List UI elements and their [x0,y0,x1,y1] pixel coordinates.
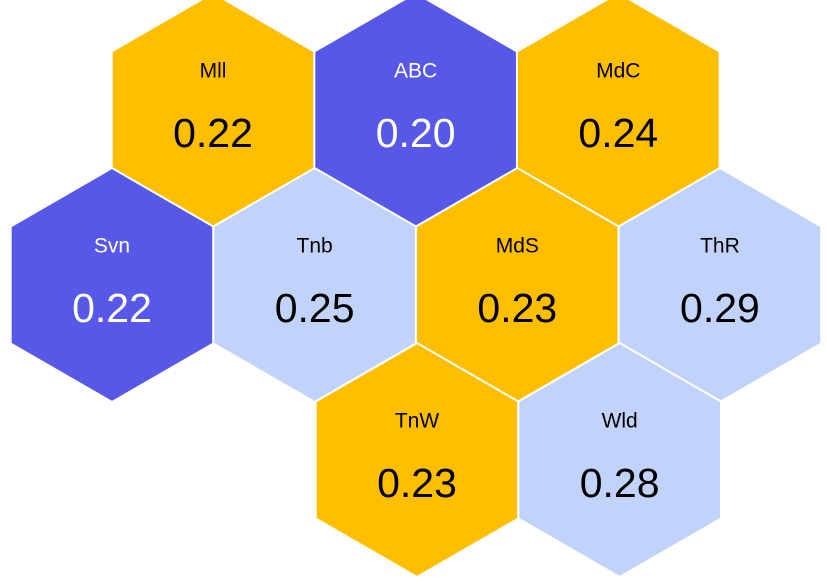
tile-label: TnW [395,410,440,433]
tile-value: 0.22 [72,285,152,331]
tile-value: 0.23 [377,460,457,506]
tile-label: ThR [700,235,740,258]
tile-label: Tnb [297,235,333,258]
tile-value: 0.24 [578,110,658,156]
tile-label: Wld [602,410,638,433]
tile-value: 0.20 [376,110,456,156]
hex-tile [517,341,722,579]
tile-value: 0.25 [275,285,355,331]
tile-value: 0.28 [580,460,660,506]
tile-label: Svn [94,235,130,258]
tile-value: 0.22 [173,110,253,156]
tile-label: MdS [496,235,539,258]
tile-label: MdC [596,60,640,83]
tile-label: Mll [200,60,227,83]
tile-value: 0.23 [477,285,557,331]
tile-label: ABC [394,60,437,83]
tile-value: 0.29 [680,285,760,331]
